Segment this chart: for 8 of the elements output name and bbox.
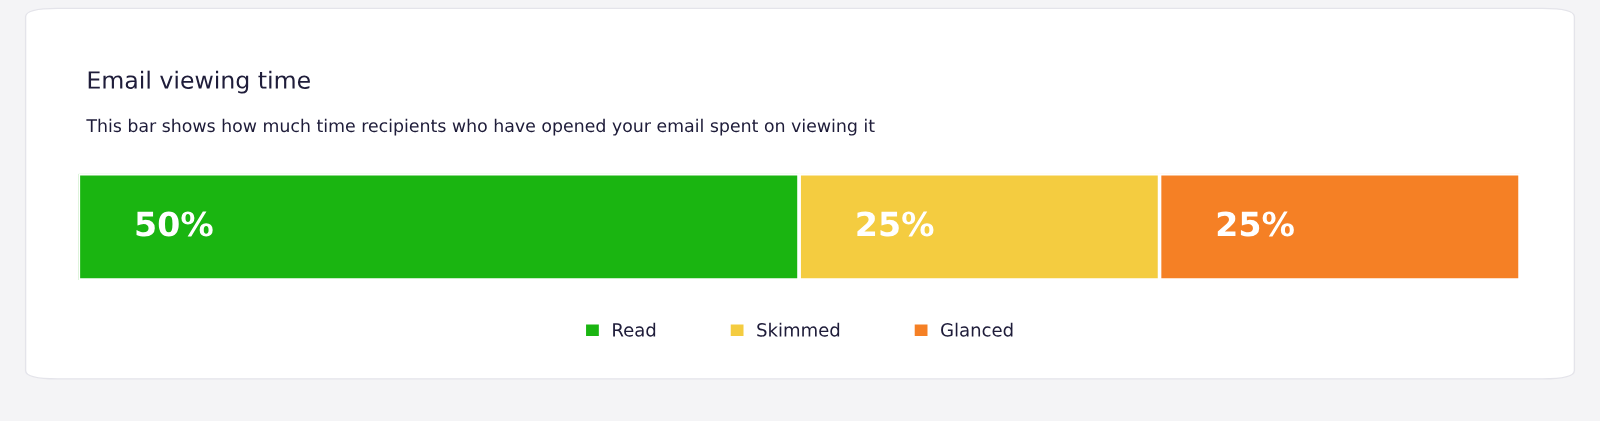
legend-label: Glanced	[941, 322, 1013, 337]
data-label: 25%	[857, 211, 934, 237]
chart-title: Email viewing time	[88, 70, 310, 94]
chart-subtitle: This bar shows how much time recipients who have opened your email spent on viewing it	[86, 118, 875, 136]
legend-label: Skimmed	[757, 322, 840, 337]
data-label: 25%	[1217, 211, 1294, 237]
data-label: 50%	[136, 211, 213, 237]
legend-label: Read	[613, 322, 656, 337]
